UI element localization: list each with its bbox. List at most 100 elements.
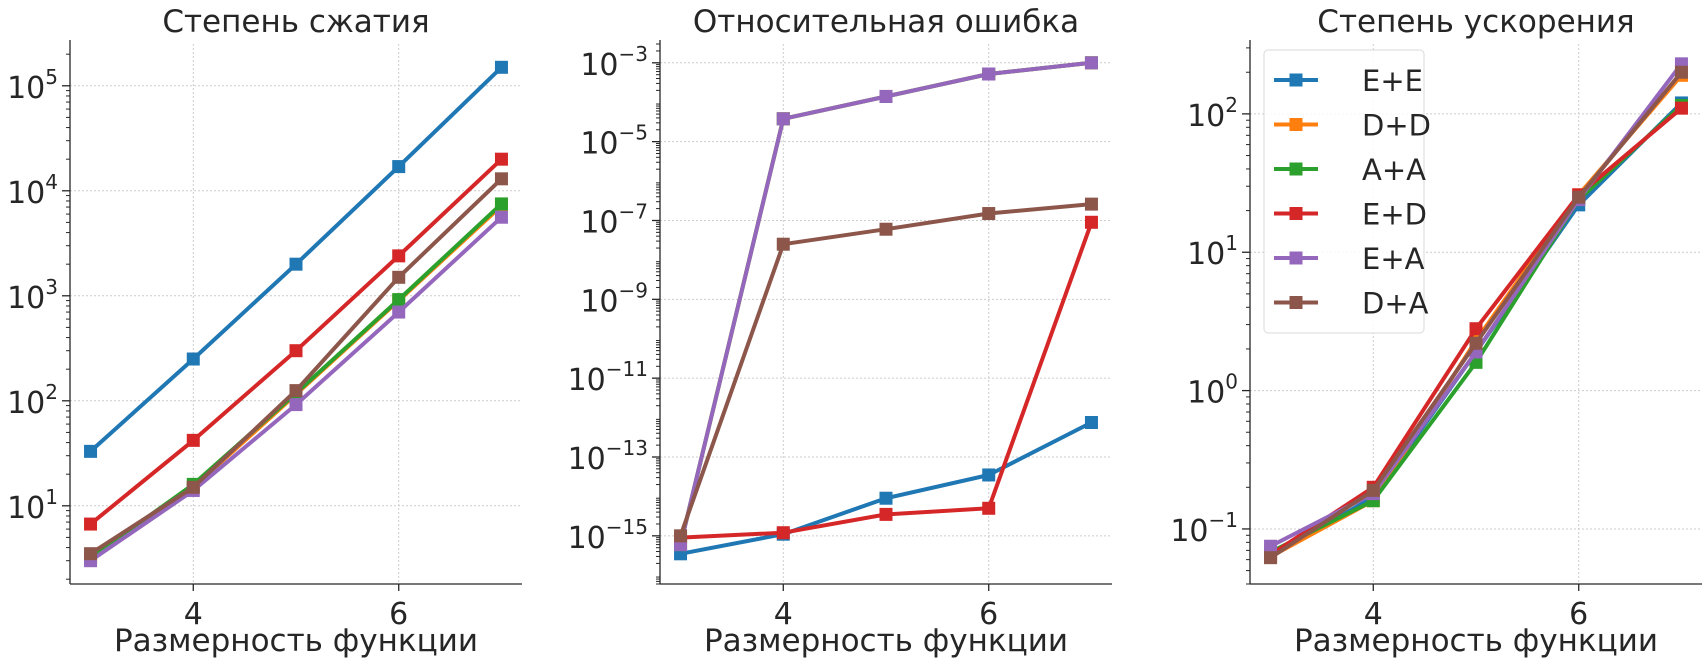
data-point-E+D: [1084, 215, 1098, 229]
grid: [70, 44, 522, 584]
legend-swatch-marker: [1289, 73, 1303, 87]
subplot-3: 4 6 10−1 100 101 102 Степень ускорения Размерно…: [1170, 4, 1702, 659]
data-point-E+A: [982, 67, 996, 81]
subplots: 4 6 101 102 103 104 105 Степень сжатия Размернос…: [7, 4, 1702, 659]
chart-title: Степень ускорения: [1317, 4, 1634, 40]
data-point-E+A: [1264, 539, 1278, 553]
series-line-E+D: [88, 157, 504, 527]
legend-label: E+D: [1362, 198, 1427, 232]
data-point-E+D: [392, 249, 406, 263]
data-point-E+A: [776, 112, 790, 126]
data-point-E+A: [879, 89, 893, 103]
y-tick-label: 102: [7, 380, 58, 421]
data-point-E+D: [982, 501, 996, 515]
x-tick-label: 6: [1569, 597, 1588, 632]
data-point-D+A: [1084, 197, 1098, 211]
data-point-E+E: [982, 468, 996, 482]
legend-item-D+D: D+D: [1274, 109, 1431, 143]
data-point-D+A: [1674, 65, 1688, 79]
data-point-D+A: [392, 270, 406, 284]
legend-item-A+A: A+A: [1274, 153, 1426, 187]
data-point-E+E: [392, 160, 406, 174]
series-group: [674, 56, 1098, 561]
data-point-D+A: [674, 529, 688, 543]
legend-box: [1263, 49, 1425, 334]
legend-label: E+E: [1362, 64, 1423, 98]
series-line-D+D: [678, 60, 1094, 547]
data-point-E+D: [776, 526, 790, 540]
x-axis-label: Размерность функции: [114, 623, 478, 659]
series-group: [84, 60, 508, 568]
y-tick-label: 10−11: [568, 357, 648, 398]
y-tick-label: 10−9: [580, 278, 648, 319]
data-point-E+D: [879, 507, 893, 521]
data-point-E+D: [289, 344, 303, 358]
data-point-E+E: [1084, 416, 1098, 430]
y-tick-label: 10−3: [580, 42, 648, 83]
x-tick-label: 4: [774, 597, 793, 632]
chart-title: Относительная ошибка: [693, 4, 1079, 40]
x-axis-label: Размерность функции: [1294, 623, 1658, 659]
series-line-E+A: [678, 60, 1094, 547]
series-group: [1264, 57, 1688, 565]
legend-swatch-marker: [1289, 162, 1303, 176]
chart-title: Степень сжатия: [162, 4, 429, 40]
y-tick-label: 10−5: [580, 121, 648, 162]
data-point-E+E: [186, 352, 200, 366]
data-point-D+A: [1572, 190, 1586, 204]
legend-item-E+D: E+D: [1274, 198, 1427, 232]
data-point-D+A: [1469, 336, 1483, 350]
x-tick-label: 6: [389, 597, 408, 632]
y-tick-label: 102: [1187, 93, 1238, 134]
y-tick-label: 10−13: [568, 436, 648, 477]
data-point-E+E: [289, 257, 303, 271]
data-point-D+A: [186, 480, 200, 494]
y-tick-label: 101: [1187, 231, 1238, 272]
data-point-D+A: [84, 547, 98, 561]
y-tick-label: 100: [1187, 370, 1238, 411]
legend-swatch-marker: [1289, 296, 1303, 309]
data-point-E+D: [186, 433, 200, 447]
data-point-A+A: [494, 197, 508, 211]
y-tick-label: 104: [7, 170, 58, 211]
x-axis-label: Размерность функции: [704, 623, 1068, 659]
subplot-2: 4 6 10−15 10−13 10−11 10−9 10−7 10−5 10−3 Относит…: [568, 4, 1112, 659]
series-line-A+A: [88, 201, 504, 560]
legend-item-E+A: E+A: [1274, 242, 1425, 276]
y-minor-ticks: [1246, 47, 1250, 585]
y-tick-label: 10−1: [1170, 508, 1238, 549]
legend: E+E D+D A+A E+D E+A D+A: [1263, 49, 1431, 334]
legend-label: D+A: [1362, 287, 1429, 321]
legend-swatch-marker: [1289, 207, 1303, 220]
y-tick-label: 103: [7, 275, 58, 316]
data-point-D+A: [494, 172, 508, 186]
data-point-E+D: [1674, 101, 1688, 115]
subplot-1: 4 6 101 102 103 104 105 Степень сжатия Размернос…: [7, 4, 522, 659]
data-point-E+A: [289, 398, 303, 412]
x-tick-label: 4: [184, 597, 203, 632]
legend-item-D+A: D+A: [1274, 287, 1429, 321]
data-point-D+A: [776, 237, 790, 251]
series-line-D+A: [678, 202, 1094, 538]
data-point-D+A: [982, 207, 996, 221]
x-tick-label: 6: [979, 597, 998, 632]
legend-swatch-marker: [1289, 118, 1303, 131]
y-tick-label: 10−15: [568, 515, 648, 556]
data-point-E+E: [494, 60, 508, 74]
y-tick-label: 105: [7, 65, 58, 106]
data-point-E+A: [1084, 56, 1098, 70]
data-point-A+A: [392, 293, 406, 307]
y-tick-label: 101: [7, 485, 58, 526]
data-point-E+A: [392, 305, 406, 319]
legend-label: E+A: [1362, 242, 1425, 276]
data-point-E+D: [84, 517, 98, 531]
legend-label: D+D: [1362, 109, 1431, 143]
data-point-E+A: [494, 210, 508, 224]
legend-label: A+A: [1362, 153, 1426, 187]
y-minor-ticks: [656, 43, 660, 585]
data-point-D+A: [1366, 483, 1380, 497]
data-point-E+E: [84, 444, 98, 458]
y-minor-ticks: [66, 53, 70, 580]
data-point-E+D: [494, 152, 508, 166]
